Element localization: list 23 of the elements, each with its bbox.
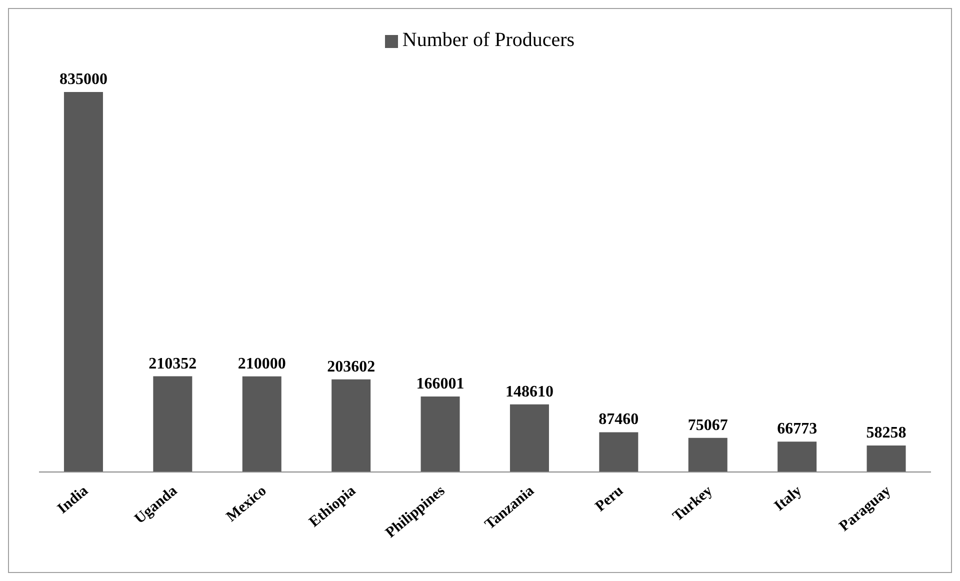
data-label: 166001 bbox=[416, 375, 464, 392]
data-label: 66773 bbox=[777, 420, 818, 438]
x-tick-label: Italy bbox=[772, 482, 806, 514]
bar bbox=[866, 445, 906, 472]
bar bbox=[153, 376, 192, 472]
data-label: 75067 bbox=[688, 416, 728, 434]
data-label: 210000 bbox=[238, 355, 286, 372]
bar bbox=[688, 438, 728, 472]
bar bbox=[64, 92, 103, 472]
bar bbox=[332, 379, 371, 472]
data-label: 58258 bbox=[866, 424, 906, 442]
data-label: 210352 bbox=[148, 355, 197, 372]
data-label: 148610 bbox=[505, 383, 554, 400]
bar bbox=[778, 442, 817, 472]
bar bbox=[242, 376, 282, 472]
bar bbox=[420, 396, 460, 472]
x-tick-label: Peru bbox=[592, 482, 627, 516]
bar bbox=[599, 432, 638, 472]
legend-label: Number of Producers bbox=[402, 29, 575, 51]
data-label: 87460 bbox=[598, 411, 639, 428]
data-label: 835000 bbox=[59, 71, 108, 88]
data-label: 203602 bbox=[327, 358, 376, 376]
bar bbox=[510, 404, 549, 472]
